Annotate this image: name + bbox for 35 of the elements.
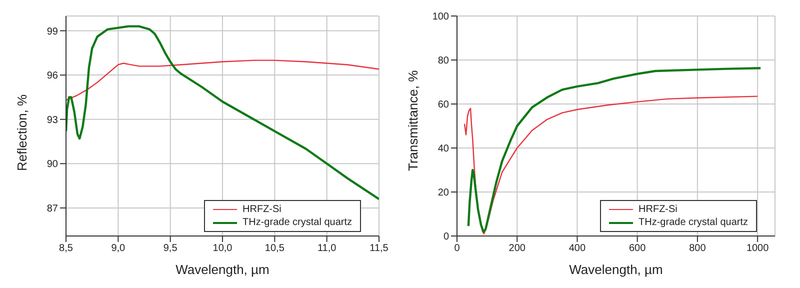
y-axis-title: Transmittance, % — [406, 70, 421, 171]
y-tick-label: 20 — [438, 188, 450, 199]
x-tick-label: 400 — [568, 243, 586, 254]
x-axis-title: Wavelength, µm — [569, 262, 663, 277]
y-tick-label: 87 — [46, 203, 58, 214]
y-tick-label: 100 — [432, 12, 450, 23]
y-tick-label: 96 — [46, 70, 58, 82]
y-tick-label: 99 — [46, 26, 58, 38]
legend-label: HRFZ-Si — [242, 203, 282, 216]
legend-label: HRFZ-Si — [638, 203, 678, 216]
x-tick-label: 200 — [508, 243, 526, 254]
x-tick-label: 10,0 — [212, 243, 233, 254]
x-tick-label: 1000 — [746, 243, 770, 254]
legend-label: THz-grade crystal quartz — [242, 216, 352, 229]
x-tick-label: 8,5 — [59, 243, 74, 254]
x-axis-title: Wavelength, µm — [176, 262, 270, 277]
y-tick-label: 80 — [438, 56, 450, 67]
x-tick-label: 600 — [628, 243, 646, 254]
x-tick-label: 11,5 — [370, 243, 389, 254]
x-tick-label: 9,0 — [111, 243, 126, 254]
y-tick-label: 93 — [46, 114, 58, 126]
y-axis-title: Reflection, % — [14, 94, 30, 171]
x-tick-label: 0 — [454, 243, 460, 254]
x-tick-label: 9,5 — [163, 243, 178, 254]
y-tick-label: 0 — [443, 232, 450, 243]
y-tick-label: 60 — [438, 100, 450, 111]
line-series — [66, 60, 379, 101]
y-tick-label: 90 — [46, 159, 58, 170]
line-series — [66, 25, 379, 200]
x-tick-label: 11,0 — [317, 243, 337, 254]
line-series — [467, 67, 762, 233]
y-tick-label: 40 — [438, 144, 450, 155]
x-tick-label: 800 — [689, 243, 706, 254]
legend-label: THz-grade crystal quartz — [638, 216, 748, 229]
x-tick-label: 10,5 — [264, 243, 285, 254]
